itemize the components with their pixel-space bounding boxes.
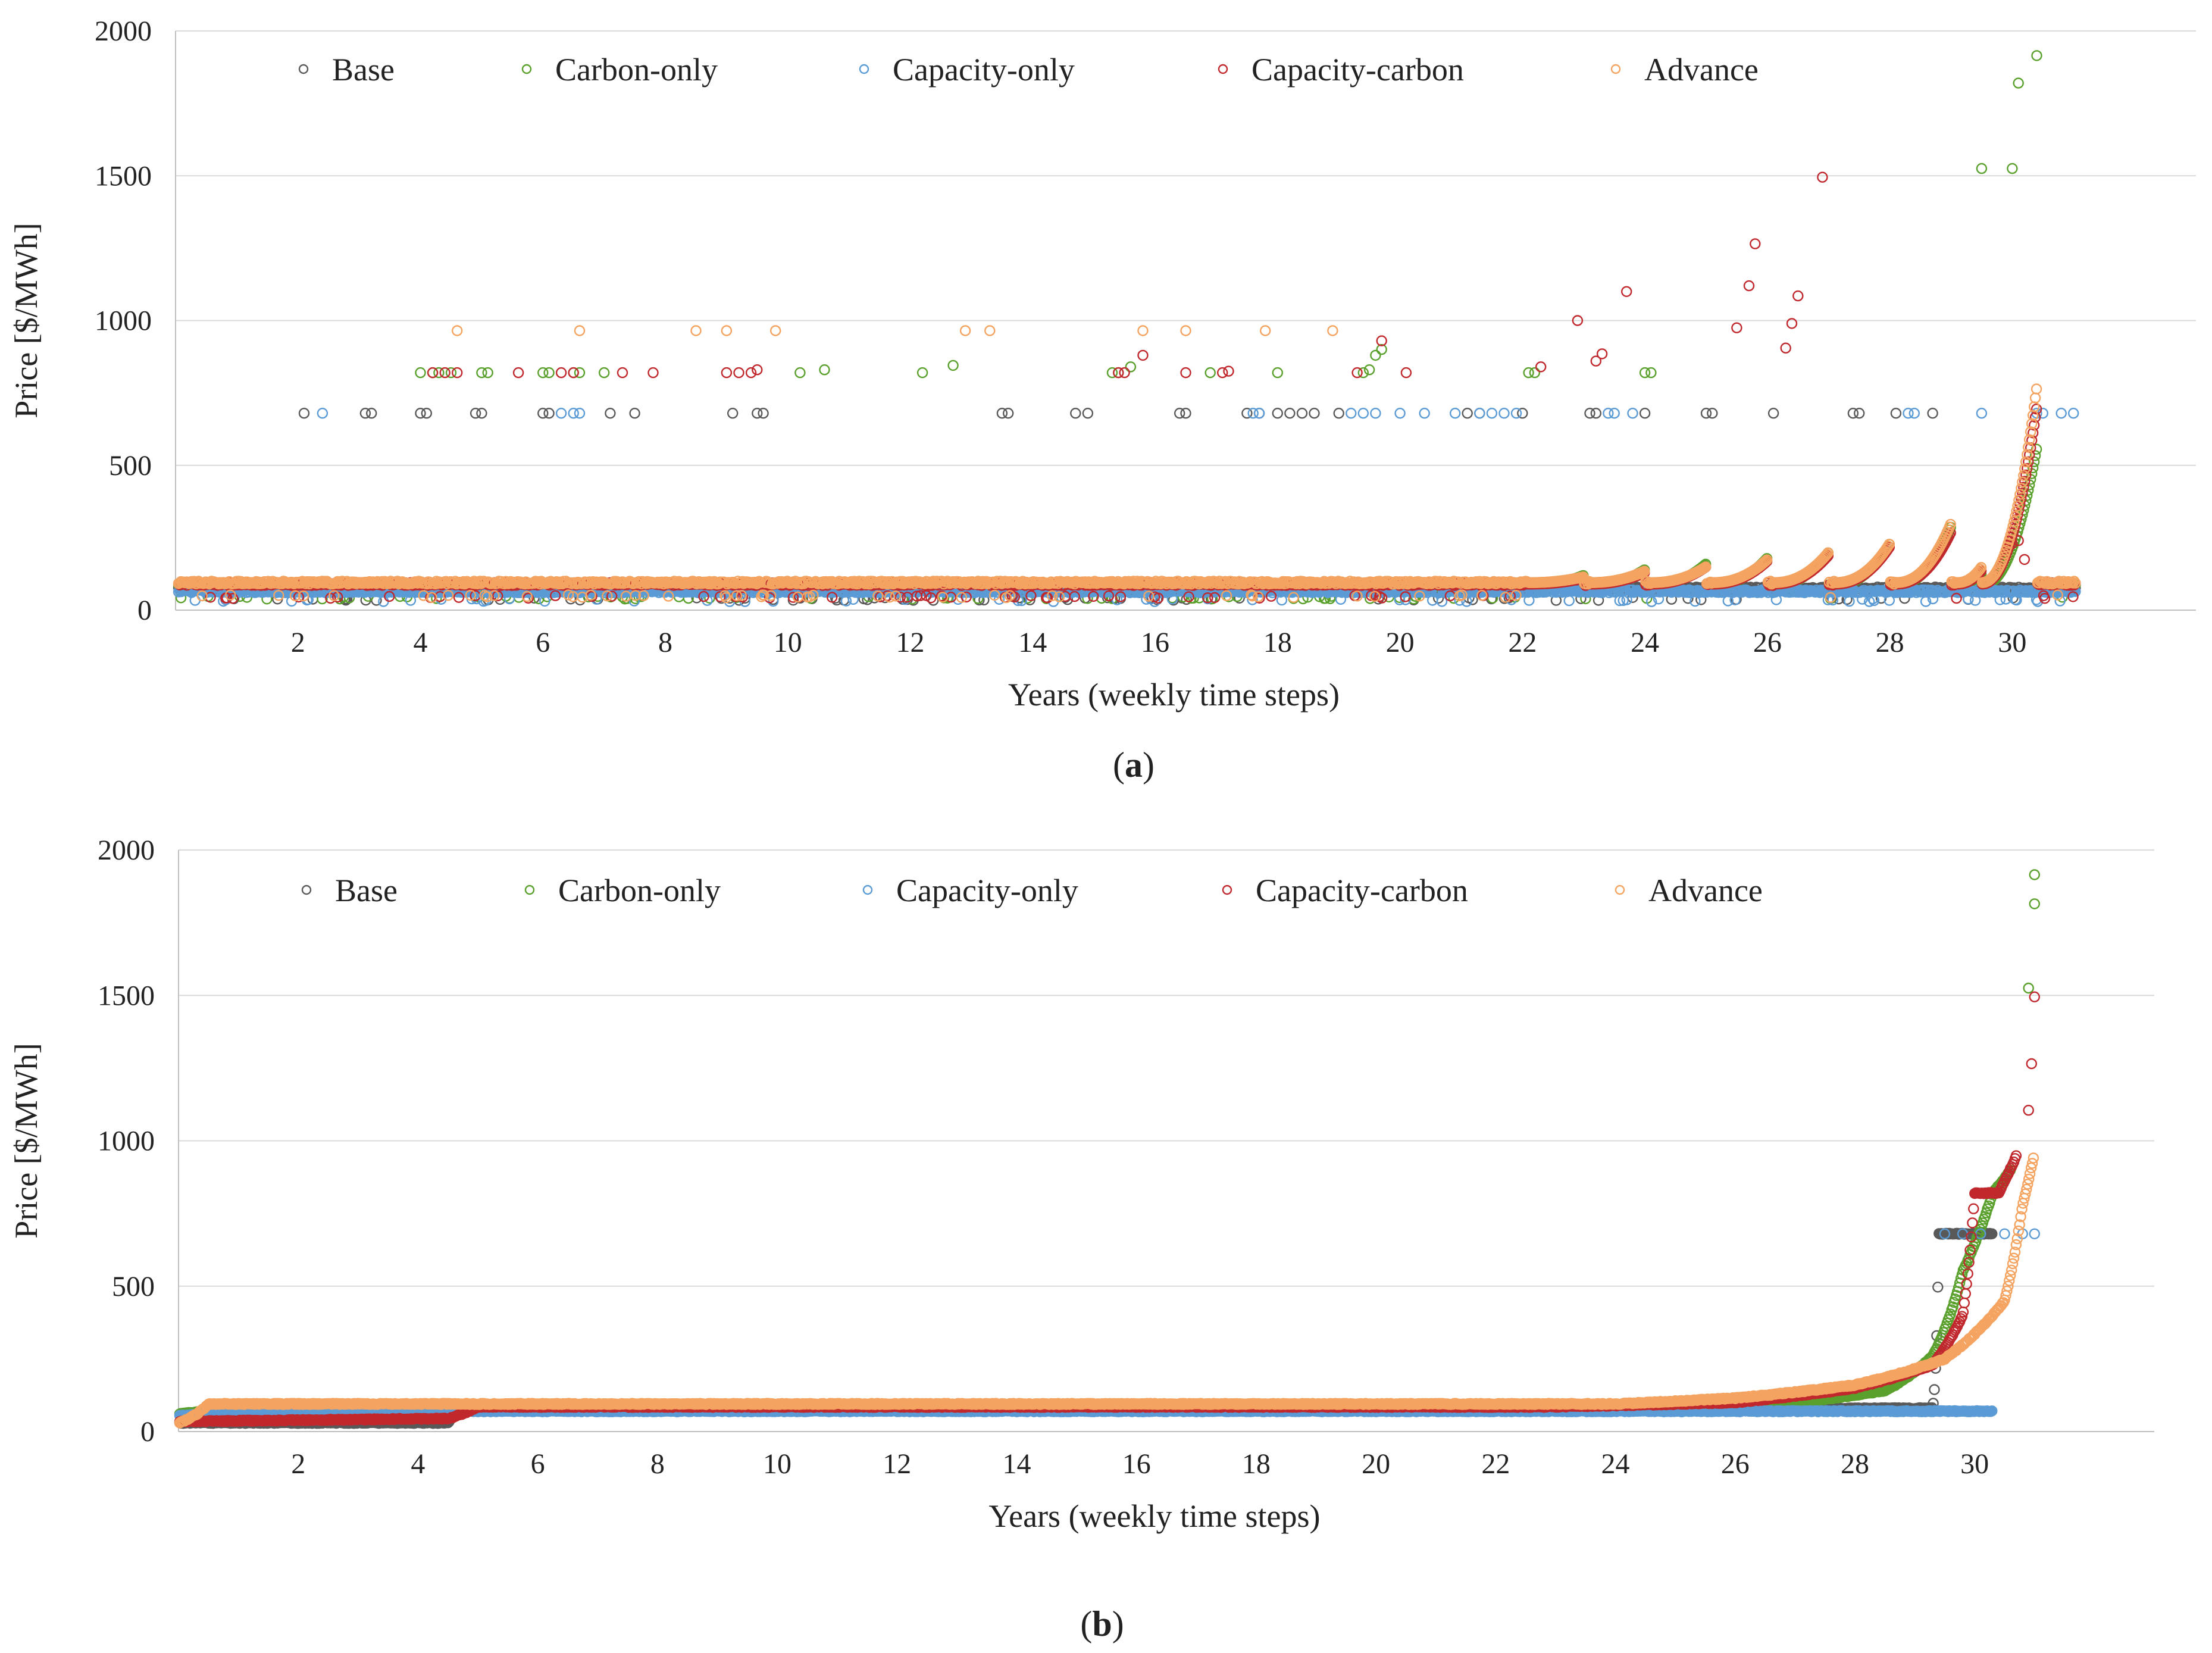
data-point-base (298, 408, 310, 419)
x-tick-label: 8 (658, 627, 672, 658)
data-point-base (543, 408, 555, 419)
data-point-capacity-only (1253, 408, 1265, 419)
data-point-capacity-only (555, 408, 567, 419)
data-point-base (1082, 408, 1094, 419)
data-point-capacity-only (1844, 595, 1855, 607)
x-tick-label: 24 (1631, 627, 1659, 658)
data-point-capacity-only (1357, 408, 1369, 419)
data-point-base (1296, 408, 1308, 419)
x-tick-label: 18 (1263, 627, 1292, 658)
data-point-carbon-only (2007, 163, 2018, 174)
data-point-carbon-only (415, 367, 426, 379)
data-point-capacity-only (317, 408, 328, 419)
data-point-carbon-only (543, 367, 555, 379)
data-point-base (1707, 408, 1718, 419)
data-point-carbon-only (947, 360, 959, 371)
data-point-base (1590, 408, 1602, 419)
data-point-capacity-only (189, 595, 201, 606)
data-point-base (1333, 408, 1344, 419)
data-point-capacity-only (1419, 408, 1430, 419)
y-axis-label: Price [$/MWh] (8, 223, 44, 418)
x-tick-label: 6 (536, 627, 550, 658)
data-point-carbon-only (599, 367, 610, 379)
data-point-carbon-only (916, 367, 928, 379)
data-point-capacity-only (1498, 408, 1510, 419)
data-point-capacity-only (2067, 408, 2079, 419)
y-tick-label: 0 (137, 595, 152, 626)
data-points (173, 50, 2081, 607)
data-point-carbon-only (1204, 367, 1216, 379)
data-point-capacity-only (1394, 408, 1406, 419)
data-point-base (1853, 408, 1865, 419)
y-tick-label: 1000 (95, 305, 152, 337)
data-point-carbon-only (1370, 349, 1381, 361)
x-tick-label: 28 (1876, 627, 1904, 658)
data-point-base (1927, 408, 1938, 419)
data-point-base (1180, 408, 1191, 419)
data-point-base (727, 408, 739, 419)
data-point-base (1309, 408, 1320, 419)
x-tick-label: 22 (1508, 627, 1537, 658)
x-tick-label: 2 (291, 627, 305, 658)
data-point-capacity-only (1346, 408, 1357, 419)
data-point-base (1767, 408, 1779, 419)
data-point-capacity-only (574, 408, 586, 419)
data-point-capacity-only (1510, 408, 1522, 419)
data-point-carbon-only (794, 367, 806, 379)
data-point-carbon-only (1125, 361, 1137, 373)
data-point-capacity-only (1474, 408, 1485, 419)
series-capacity-carbon (173, 171, 2081, 604)
data-point-base (605, 408, 616, 419)
data-point-base (1890, 408, 1902, 419)
data-point-base (421, 408, 432, 419)
data-point-base (366, 408, 377, 419)
data-point-base (758, 408, 769, 419)
data-point-capacity-only (1908, 408, 1920, 419)
data-point-carbon-only (482, 367, 493, 379)
x-tick-label: 14 (1018, 627, 1047, 658)
data-point-carbon-only (1363, 364, 1375, 376)
x-tick-label: 20 (1386, 627, 1415, 658)
data-point-base (629, 408, 640, 419)
data-point-base (1070, 408, 1081, 419)
data-point-base (1462, 408, 1473, 419)
data-point-capacity-only (2055, 408, 2067, 419)
x-tick-label: 16 (1141, 627, 1169, 658)
data-point-carbon-only (1976, 163, 1988, 174)
data-point-base (1284, 408, 1296, 419)
data-point-carbon-only (1645, 367, 1657, 379)
data-point-capacity-only (1370, 408, 1381, 419)
data-point-carbon-only (2013, 77, 2024, 89)
x-axis-label: Years (weekly time steps) (1008, 677, 1340, 713)
y-tick-label: 1500 (95, 160, 152, 192)
x-tick-label: 26 (1753, 627, 1782, 658)
data-point-base (1272, 408, 1284, 419)
data-point-capacity-only (1627, 408, 1638, 419)
data-point-base (1639, 408, 1651, 419)
x-tick-label: 12 (896, 627, 925, 658)
data-point-capacity-only (1609, 408, 1620, 419)
data-point-carbon-only (1529, 367, 1541, 379)
data-point-capacity-only (1976, 408, 1988, 419)
data-point-capacity-only (1486, 408, 1498, 419)
data-point-carbon-only (819, 364, 830, 376)
y-tick-label: 2000 (95, 15, 152, 47)
data-point-capacity-only (1563, 595, 1575, 607)
data-point-capacity-only (1449, 408, 1461, 419)
y-tick-label: 500 (109, 450, 152, 482)
x-tick-label: 30 (1998, 627, 2026, 658)
x-tick-label: 4 (414, 627, 428, 658)
data-point-carbon-only (1272, 367, 1284, 379)
data-point-capacity-only (378, 596, 389, 607)
data-point-base (1002, 408, 1014, 419)
data-point-carbon-only (2031, 50, 2042, 61)
x-tick-label: 10 (774, 627, 802, 658)
data-point-base (476, 408, 487, 419)
